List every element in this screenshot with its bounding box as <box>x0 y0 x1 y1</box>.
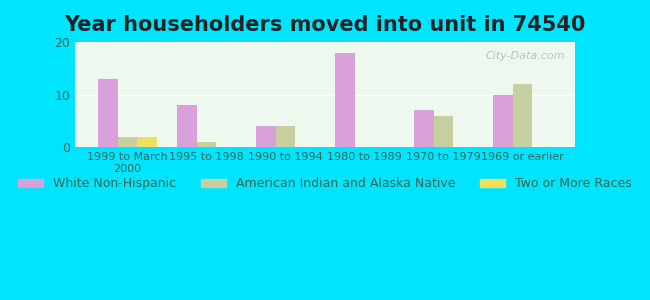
Text: City-Data.com: City-Data.com <box>485 50 565 61</box>
Bar <box>493 94 512 147</box>
Bar <box>98 79 118 147</box>
Bar <box>138 136 157 147</box>
Legend: White Non-Hispanic, American Indian and Alaska Native, Two or More Races: White Non-Hispanic, American Indian and … <box>13 172 637 196</box>
Bar <box>118 136 138 147</box>
Bar <box>414 110 434 147</box>
Bar <box>256 126 276 147</box>
Bar <box>335 52 355 147</box>
Bar <box>434 116 453 147</box>
Bar <box>276 126 295 147</box>
Bar <box>177 105 197 147</box>
Bar <box>512 84 532 147</box>
Title: Year householders moved into unit in 74540: Year householders moved into unit in 745… <box>64 15 586 35</box>
Bar <box>197 142 216 147</box>
